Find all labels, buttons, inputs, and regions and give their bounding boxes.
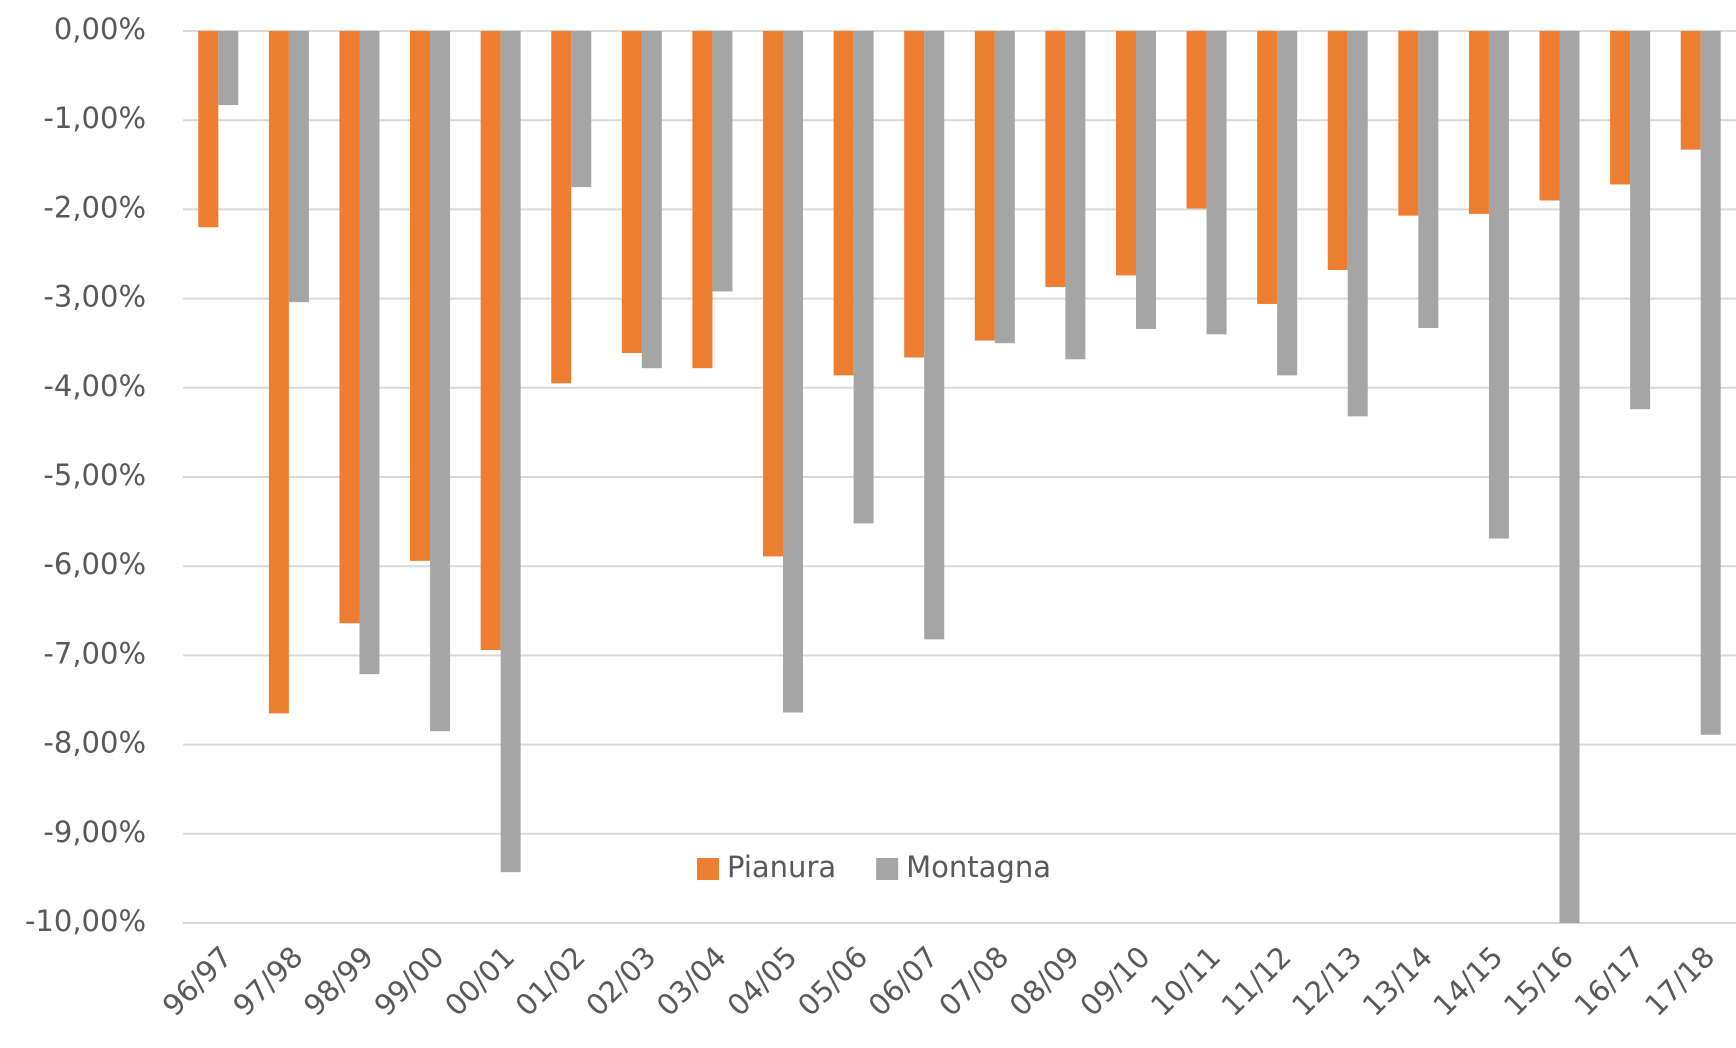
x-tick-label: 16/17 (1568, 940, 1651, 1023)
bar (904, 31, 925, 358)
bar (218, 31, 239, 106)
y-tick-label: 0,00% (54, 12, 146, 46)
y-tick-label: -4,00% (43, 369, 146, 403)
bar (288, 31, 309, 303)
bar (339, 31, 360, 624)
bar (551, 31, 572, 384)
bar (1468, 31, 1489, 214)
bar (833, 31, 854, 376)
bar (783, 31, 804, 713)
x-tick-label: 04/05 (720, 940, 803, 1023)
bar (1135, 31, 1156, 329)
bar (571, 31, 592, 188)
x-tick-label: 97/98 (226, 940, 309, 1023)
x-tick-label: 10/11 (1144, 940, 1227, 1023)
bar (1630, 31, 1651, 410)
bar (410, 31, 431, 561)
bar (1680, 31, 1701, 150)
bar (500, 31, 521, 873)
bar (853, 31, 874, 524)
x-tick-label: 99/00 (368, 940, 451, 1023)
bar (1065, 31, 1086, 360)
bar (1610, 31, 1631, 185)
bar (1398, 31, 1419, 216)
y-tick-label: -1,00% (43, 101, 146, 135)
bar (268, 31, 289, 714)
x-tick-label: 02/03 (579, 940, 662, 1023)
bar (1539, 31, 1560, 201)
x-tick-label: 05/06 (791, 940, 874, 1023)
legend-swatch (697, 858, 719, 880)
bar (712, 31, 733, 292)
x-tick-label: 09/10 (1073, 940, 1156, 1023)
bar (974, 31, 995, 341)
bar (641, 31, 662, 369)
bar (1186, 31, 1207, 209)
bar (1700, 31, 1721, 735)
bar (1488, 31, 1509, 539)
bar (1045, 31, 1066, 288)
y-tick-label: -3,00% (43, 280, 146, 314)
y-tick-label: -10,00% (25, 904, 146, 938)
legend-label: Montagna (906, 850, 1051, 884)
bar (1559, 31, 1580, 923)
y-tick-label: -2,00% (43, 190, 146, 224)
x-tick-label: 03/04 (650, 940, 733, 1023)
bar (430, 31, 451, 732)
y-tick-label: -9,00% (43, 815, 146, 849)
bar (692, 31, 713, 369)
x-tick-label: 98/99 (297, 940, 380, 1023)
bar (1206, 31, 1227, 335)
x-tick-label: 06/07 (862, 940, 945, 1023)
legend-label: Pianura (727, 850, 836, 884)
bar (763, 31, 784, 557)
x-tick-label: 15/16 (1497, 940, 1580, 1023)
y-tick-label: -6,00% (43, 547, 146, 581)
bar (1257, 31, 1278, 304)
x-tick-label: 00/01 (438, 940, 521, 1023)
bar (1327, 31, 1348, 271)
bar (924, 31, 945, 640)
x-tick-label: 08/09 (1003, 940, 1086, 1023)
x-tick-label: 11/12 (1215, 940, 1298, 1023)
x-tick-label: 13/14 (1356, 940, 1439, 1023)
bar (359, 31, 380, 675)
y-tick-label: -5,00% (43, 458, 146, 492)
bar (1418, 31, 1439, 329)
x-tick-label: 12/13 (1285, 940, 1368, 1023)
y-tick-label: -7,00% (43, 636, 146, 670)
bar (198, 31, 219, 228)
legend-swatch (876, 858, 899, 880)
bar (1347, 31, 1368, 417)
x-tick-label: 17/18 (1638, 940, 1721, 1023)
bar (1115, 31, 1136, 276)
bar (621, 31, 642, 354)
bar (994, 31, 1015, 344)
bar (1277, 31, 1298, 376)
x-tick-label: 01/02 (509, 940, 592, 1023)
x-tick-label: 07/08 (932, 940, 1015, 1023)
x-tick-label: 14/15 (1426, 940, 1509, 1023)
bar (480, 31, 501, 651)
x-tick-label: 96/97 (156, 940, 239, 1023)
y-tick-label: -8,00% (43, 726, 146, 760)
